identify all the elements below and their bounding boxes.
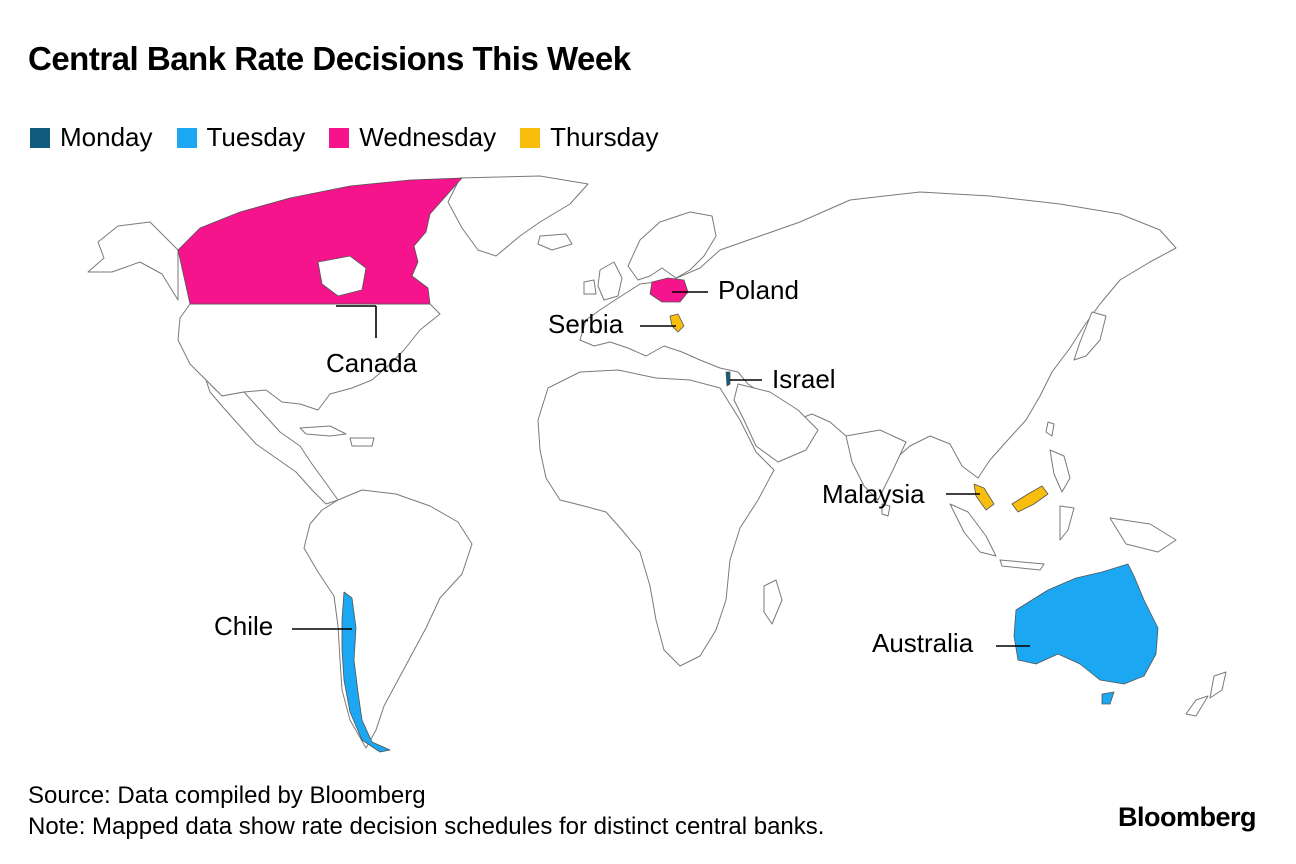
land-sumatra <box>949 503 997 557</box>
land-south-america <box>303 489 473 749</box>
country-malaysia-peninsula <box>973 483 995 511</box>
land-ireland <box>583 279 597 295</box>
label-poland: Poland <box>718 275 799 305</box>
land-greenland <box>447 175 589 257</box>
land-hispaniola <box>349 437 375 447</box>
land-sulawesi <box>1059 505 1075 541</box>
legend-item-tuesday: Tuesday <box>176 122 306 153</box>
land-arabia <box>733 383 819 463</box>
land-britain <box>597 261 623 301</box>
land-philippines <box>1049 449 1071 493</box>
land-sri-lanka <box>881 503 891 517</box>
source-note: Source: Data compiled by Bloomberg <box>28 782 426 809</box>
land-usa <box>177 303 441 411</box>
land-java <box>999 559 1045 571</box>
legend-label-wednesday: Wednesday <box>359 122 497 152</box>
land-africa <box>537 369 775 667</box>
land-scandinavia <box>627 211 717 281</box>
legend: Monday Tuesday Wednesday Thursday <box>30 122 683 153</box>
country-malaysia-borneo <box>1011 485 1049 513</box>
country-tasmania <box>1101 691 1115 705</box>
chart-title: Central Bank Rate Decisions This Week <box>28 40 631 77</box>
label-australia: Australia <box>872 628 974 658</box>
bloomberg-logo: Bloomberg <box>1117 802 1257 832</box>
country-serbia <box>669 313 685 333</box>
hudson-bay <box>317 255 367 297</box>
label-israel: Israel <box>772 364 836 394</box>
label-chile: Chile <box>214 611 273 641</box>
land-new-zealand-south <box>1185 695 1209 717</box>
legend-swatch-tuesday <box>176 127 197 148</box>
footer: Source: Data compiled by Bloomberg Note:… <box>28 780 824 842</box>
country-australia <box>1013 563 1159 685</box>
land-iceland <box>537 233 573 251</box>
land-cuba <box>299 425 347 437</box>
world-map: Canada Poland Serbia Israel Malaysia Chi… <box>87 175 1227 753</box>
land-alaska <box>87 221 179 301</box>
legend-swatch-thursday <box>520 127 541 148</box>
label-canada: Canada <box>326 348 418 378</box>
land-japan <box>1073 311 1107 361</box>
legend-label-tuesday: Tuesday <box>206 122 306 152</box>
legend-item-thursday: Thursday <box>520 122 659 153</box>
land-new-zealand <box>1209 671 1227 699</box>
label-malaysia: Malaysia <box>822 479 925 509</box>
legend-label-thursday: Thursday <box>550 122 659 152</box>
land-new-guinea <box>1109 517 1177 553</box>
methodology-note: Note: Mapped data show rate decision sch… <box>28 813 825 840</box>
legend-item-monday: Monday <box>30 122 153 153</box>
country-chile <box>341 591 391 753</box>
land-india <box>845 429 907 501</box>
legend-item-wednesday: Wednesday <box>329 122 496 153</box>
legend-label-monday: Monday <box>60 122 153 152</box>
land-mexico <box>205 379 339 505</box>
country-canada <box>177 177 463 305</box>
land-eurasia <box>579 191 1177 479</box>
country-israel <box>725 371 731 387</box>
country-poland <box>649 277 689 303</box>
land-taiwan <box>1045 421 1055 437</box>
legend-swatch-wednesday <box>329 127 350 148</box>
legend-swatch-monday <box>30 127 50 148</box>
label-serbia: Serbia <box>548 309 624 339</box>
land-madagascar <box>763 579 783 625</box>
